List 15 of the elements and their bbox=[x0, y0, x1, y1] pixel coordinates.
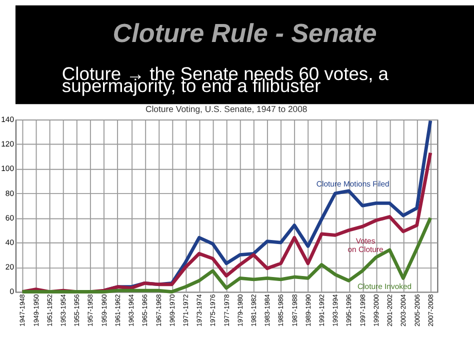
y-tick-label: 40 bbox=[5, 238, 14, 247]
chart-subtitle: Cloture → the Senate needs 60 votes, a supermajority, to end a filibuster bbox=[62, 63, 390, 96]
series-label: Votes on Cloture bbox=[348, 236, 384, 254]
y-tick-label: 60 bbox=[5, 213, 14, 222]
y-tick-label: 140 bbox=[1, 114, 14, 124]
y-tick-label: 0 bbox=[10, 287, 14, 296]
y-tick-label: 20 bbox=[5, 262, 14, 272]
y-tick-label: 80 bbox=[5, 188, 14, 198]
y-tick-label: 100 bbox=[1, 164, 14, 174]
series-label: Cloture Invoked bbox=[357, 282, 412, 291]
chart-title: Cloture Rule - Senate bbox=[112, 18, 377, 48]
y-tick-label: 120 bbox=[1, 140, 14, 149]
series-label: Cloture Motions Filed bbox=[316, 180, 390, 189]
line-series bbox=[20, 216, 432, 294]
text: Cloture Voting, U.S. Senate, 1947 to 2008 bbox=[145, 104, 308, 114]
